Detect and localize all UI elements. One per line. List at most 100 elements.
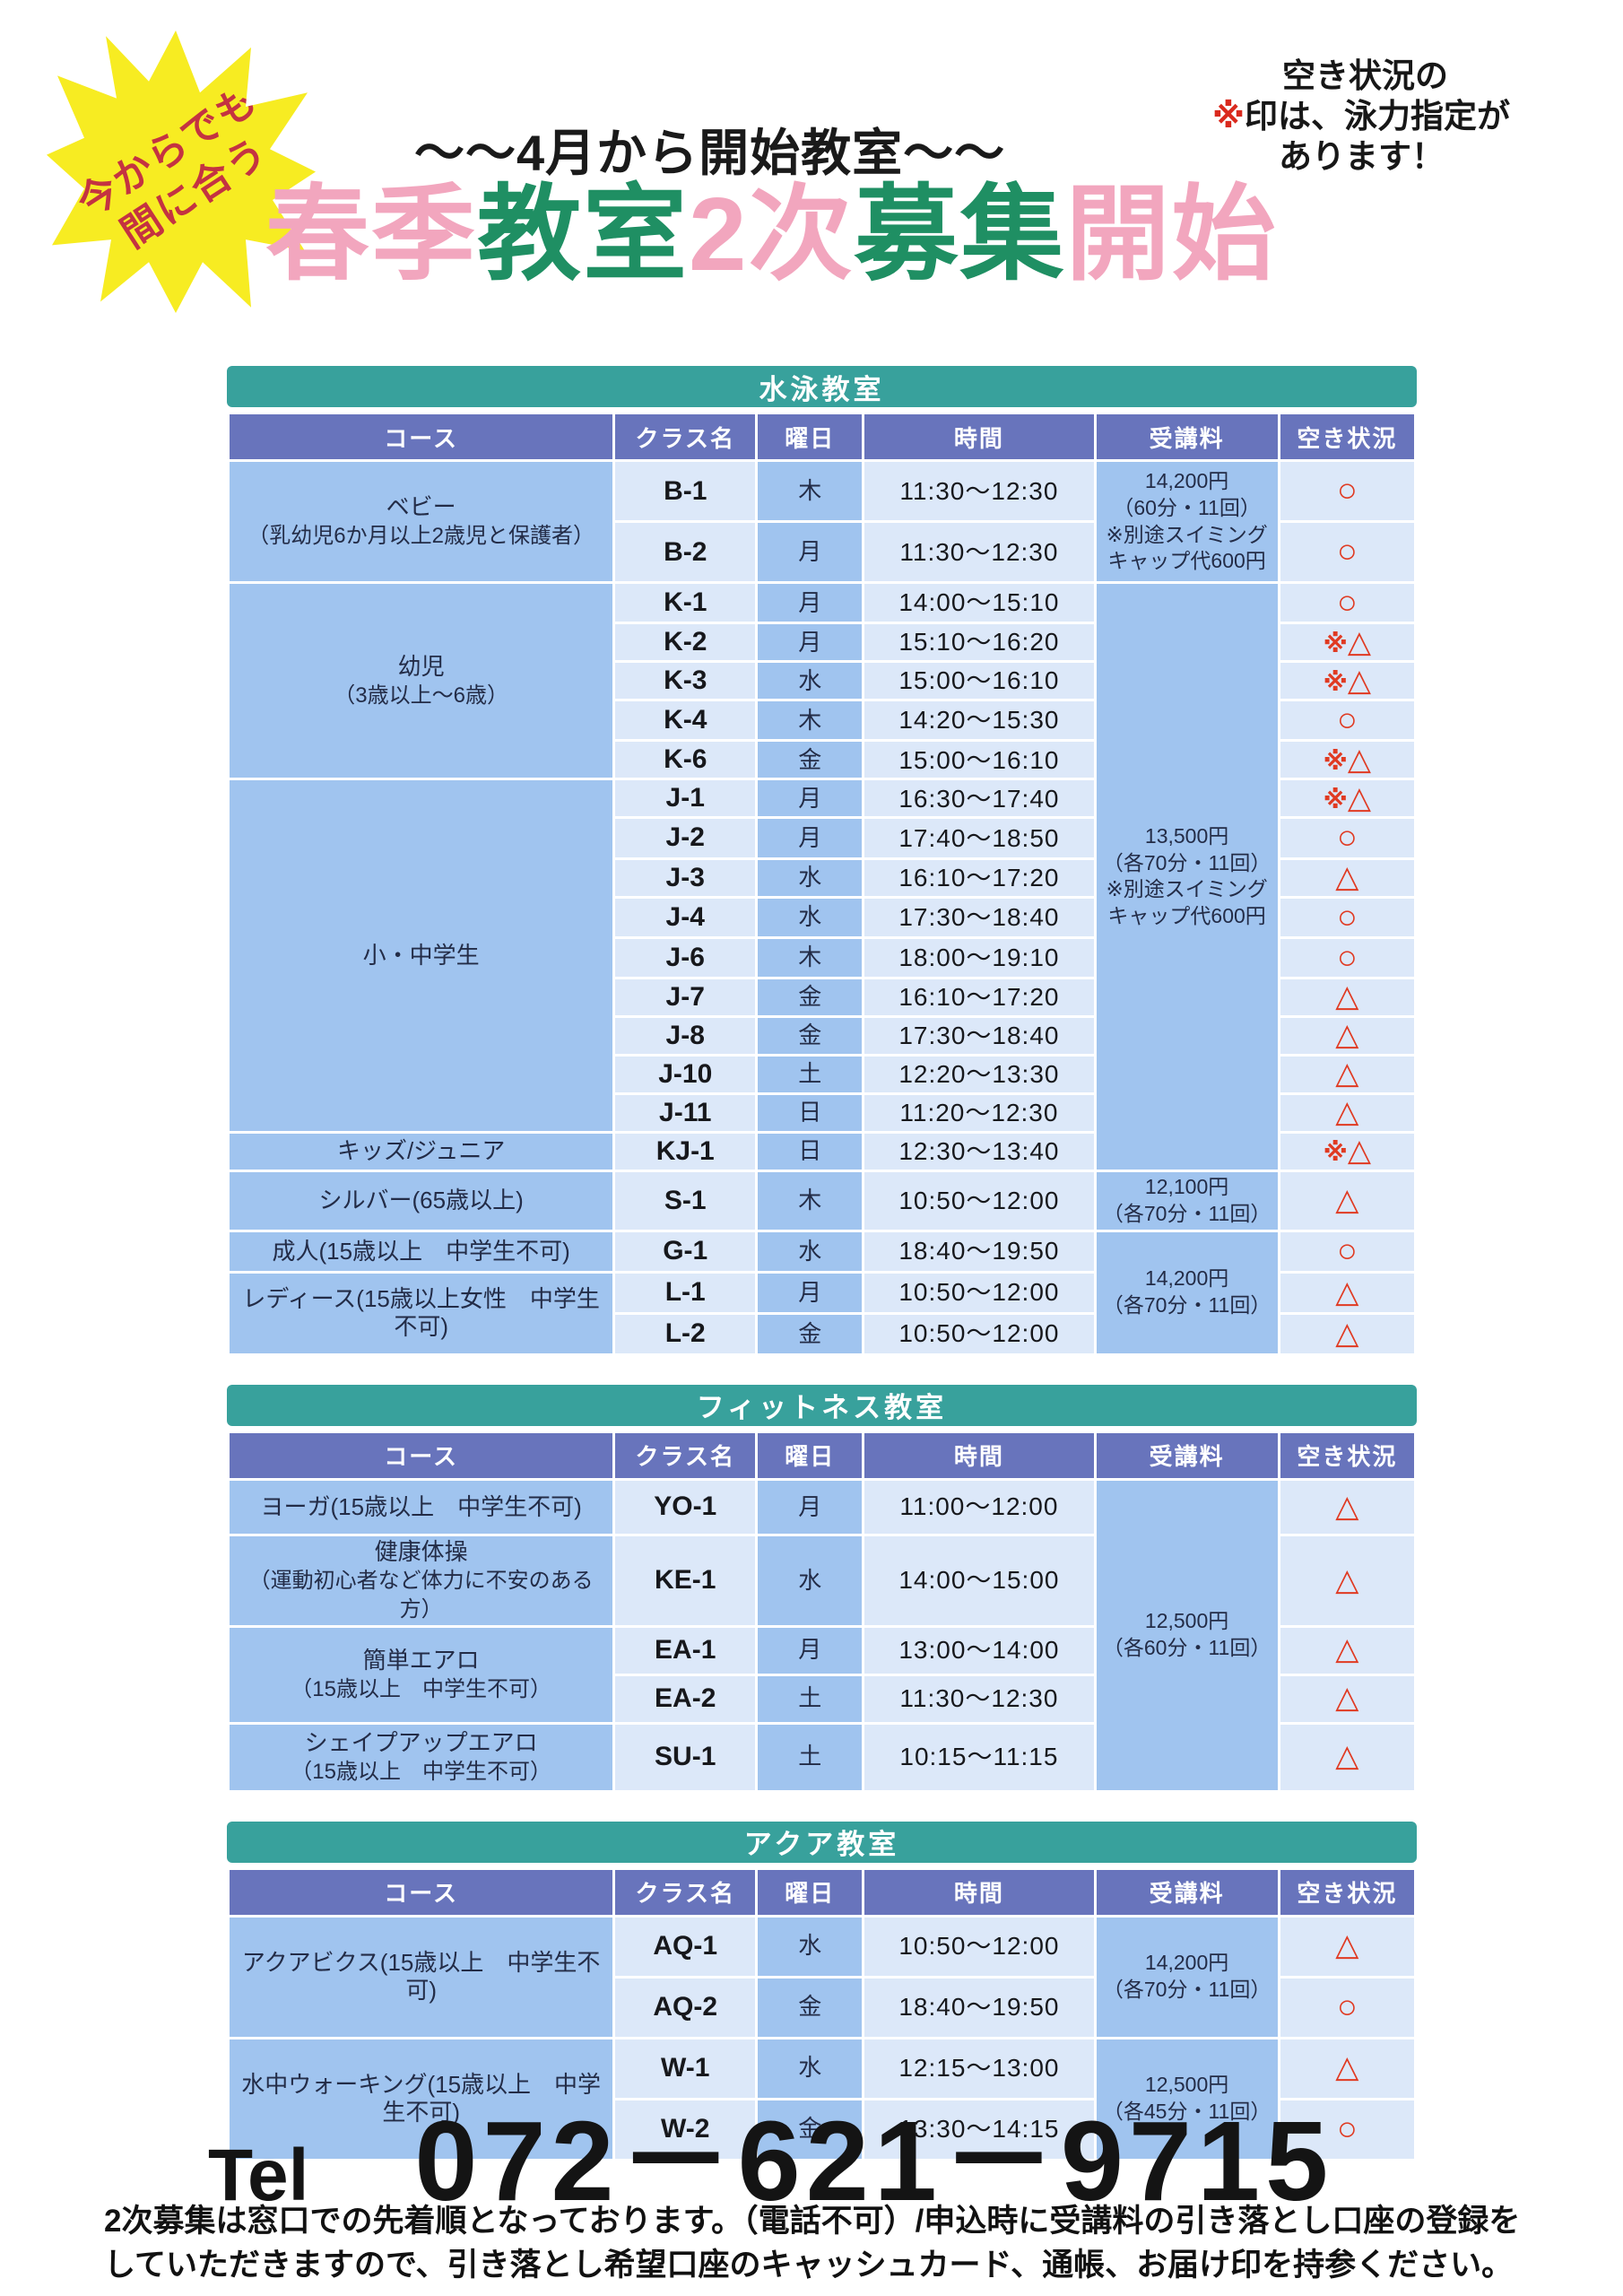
subtitle: ～～4月から開始教室～～	[414, 125, 1006, 181]
aqua-header-row: コース クラス名 曜日 時間 受講料 空き状況	[226, 1866, 1418, 1918]
swim-class-cell: L-2	[612, 1311, 759, 1356]
swim-status-cell: △	[1277, 1270, 1418, 1315]
swim-time-text: 14:00～15:10	[898, 588, 1060, 617]
title-segment: 募集	[854, 176, 1066, 292]
swim-class-cell: B-2	[612, 520, 759, 584]
swim-fee-text: 13,500円	[1144, 823, 1229, 848]
swim-row: J-4 水 17:30～18:40 ○	[229, 895, 1418, 939]
swim-day-text: 日	[798, 1099, 822, 1126]
swim-class-text: S-1	[664, 1185, 707, 1215]
column-header: 受講料	[1093, 1430, 1280, 1481]
swim-class-text: KJ-1	[655, 1135, 715, 1166]
swim-row: J-7 金 16:10～17:20 △	[229, 976, 1418, 1018]
fitness-day-cell: 月	[755, 1477, 865, 1536]
swim-row: J-10 土 12:20～13:30 △	[229, 1053, 1418, 1095]
swim-class-text: K-1	[664, 587, 707, 618]
aqua-day-cell: 金	[755, 2097, 865, 2161]
fitness-class-cell: SU-1	[612, 1721, 759, 1793]
status-few-icon: △	[1335, 1018, 1359, 1053]
swim-fee-cell: 12,100円 （各70分・11回）	[1093, 1169, 1280, 1232]
swim-day-text: 水	[798, 1237, 822, 1265]
swim-class-text: J-4	[665, 901, 705, 932]
fitness-class-text: EA-1	[655, 1635, 716, 1665]
column-header: クラス名	[612, 1430, 759, 1481]
aqua-row: AQ-2 金 18:40～19:50 ○	[229, 1975, 1418, 2039]
swim-status-cell: ○	[1277, 816, 1418, 860]
swim-day-cell: 木	[755, 699, 865, 743]
swim-time-cell: 17:30～18:40	[862, 895, 1097, 939]
swim-class-cell: K-6	[612, 739, 759, 781]
swim-time-cell: 17:30～18:40	[862, 1014, 1097, 1057]
swim-row: J-2 月 17:40～18:50 ○	[229, 816, 1418, 860]
status-open-icon: ○	[1336, 584, 1358, 622]
swim-time-text: 12:20～13:30	[898, 1060, 1060, 1089]
swim-fee-cell: 14,200円 （60分・11回） ※別途スイミング キャップ代600円	[1093, 459, 1280, 584]
swim-status-cell: ○	[1277, 459, 1418, 523]
swim-time-text: 10:50～12:00	[898, 1187, 1060, 1215]
aqua-day-text: 金	[798, 1993, 822, 2021]
swim-fee-text: キャップ代600円	[1107, 904, 1266, 928]
swim-time-text: 11:30～12:30	[899, 537, 1059, 566]
swim-class-text: K-4	[664, 705, 707, 735]
swim-status-cell: ○	[1277, 1229, 1418, 1274]
fitness-class-cell: EA-1	[612, 1624, 759, 1676]
swim-class-cell: J-11	[612, 1091, 759, 1134]
swim-course-cell: 幼児 （3歳以上～6歳）	[226, 580, 616, 781]
swim-day-text: 月	[798, 537, 822, 565]
aqua-class-text: AQ-2	[653, 1992, 718, 2022]
swim-class-cell: K-2	[612, 622, 759, 664]
aqua-course-cell: 水中ウォーキング(15歳以上 中学生不可)	[226, 2036, 616, 2161]
swim-fee-text: 14,200円	[1144, 468, 1229, 492]
column-header: 受講料	[1093, 412, 1280, 462]
fitness-time-text: 14:00～15:00	[898, 1566, 1060, 1595]
status-open-icon: ○	[1336, 898, 1358, 936]
swim-time-cell: 15:00～16:10	[862, 660, 1097, 702]
status-few-icon: △	[1347, 1134, 1372, 1169]
swim-day-cell: 金	[755, 1311, 865, 1356]
status-few-icon: △	[1335, 1632, 1359, 1667]
swim-day-text: 木	[798, 706, 822, 734]
swim-day-cell: 金	[755, 739, 865, 781]
swim-course-cell: レディース(15歳以上女性 中学生不可)	[226, 1270, 616, 1356]
swim-time-cell: 16:10～17:20	[862, 857, 1097, 899]
fitness-course-cell: 簡単エアロ （15歳以上 中学生不可）	[226, 1624, 616, 1725]
column-header: コース	[226, 1866, 616, 1918]
swim-row: K-3 水 15:00～16:10 ※△	[229, 660, 1418, 702]
note-line3: あります！	[1279, 138, 1445, 176]
column-header: 時間	[862, 412, 1097, 462]
swim-class-cell: J-3	[612, 857, 759, 899]
swim-fee-text: キャップ代600円	[1107, 549, 1266, 573]
fitness-day-text: 水	[798, 1566, 822, 1594]
aqua-time-text: 12:15～13:00	[898, 2054, 1060, 2083]
fitness-day-cell: 月	[755, 1624, 865, 1676]
swim-course-text: （乳幼児6か月以上2歳児と保護者）	[247, 524, 595, 549]
fitness-status-cell: △	[1277, 1533, 1418, 1628]
column-header: 時間	[862, 1430, 1097, 1481]
aqua-course-cell: アクアビクス(15歳以上 中学生不可)	[226, 1914, 616, 2039]
swim-time-text: 18:00～19:10	[898, 944, 1060, 972]
fitness-day-text: 月	[798, 1636, 822, 1664]
fitness-day-cell: 土	[755, 1673, 865, 1725]
footer-line2: していただきますので、引き落とし希望口座のキャッシュカード、通帳、お届け印を持参…	[104, 2248, 1514, 2283]
swim-time-text: 10:50～12:00	[898, 1319, 1060, 1348]
column-header: クラス名	[612, 1866, 759, 1918]
swim-class-text: J-7	[665, 981, 705, 1012]
status-few-icon: △	[1335, 1489, 1359, 1524]
swim-day-cell: 月	[755, 1270, 865, 1315]
swim-day-text: 月	[798, 784, 822, 812]
swim-time-cell: 17:40～18:50	[862, 816, 1097, 860]
swim-status-cell: ○	[1277, 935, 1418, 979]
aqua-class-cell: AQ-1	[612, 1914, 759, 1979]
aqua-time-text: 18:40～19:50	[898, 1993, 1060, 2022]
aqua-course-text: 水中ウォーキング(15歳以上 中学生不可)	[241, 2070, 602, 2126]
aqua-row: W-2 金 13:30～14:15 ○	[229, 2097, 1418, 2161]
swim-header-row: コース クラス名 曜日 時間 受講料 空き状況	[226, 412, 1418, 462]
status-open-icon: ○	[1336, 1987, 1358, 2026]
fitness-time-cell: 10:15～11:15	[862, 1721, 1097, 1793]
swim-course-cell: 成人(15歳以上 中学生不可)	[226, 1229, 616, 1274]
fitness-class-cell: KE-1	[612, 1533, 759, 1628]
aqua-day-cell: 金	[755, 1975, 865, 2039]
fitness-time-text: 11:00～12:00	[899, 1492, 1059, 1521]
column-header: 空き状況	[1277, 412, 1418, 462]
status-few-icon: △	[1335, 1274, 1359, 1309]
